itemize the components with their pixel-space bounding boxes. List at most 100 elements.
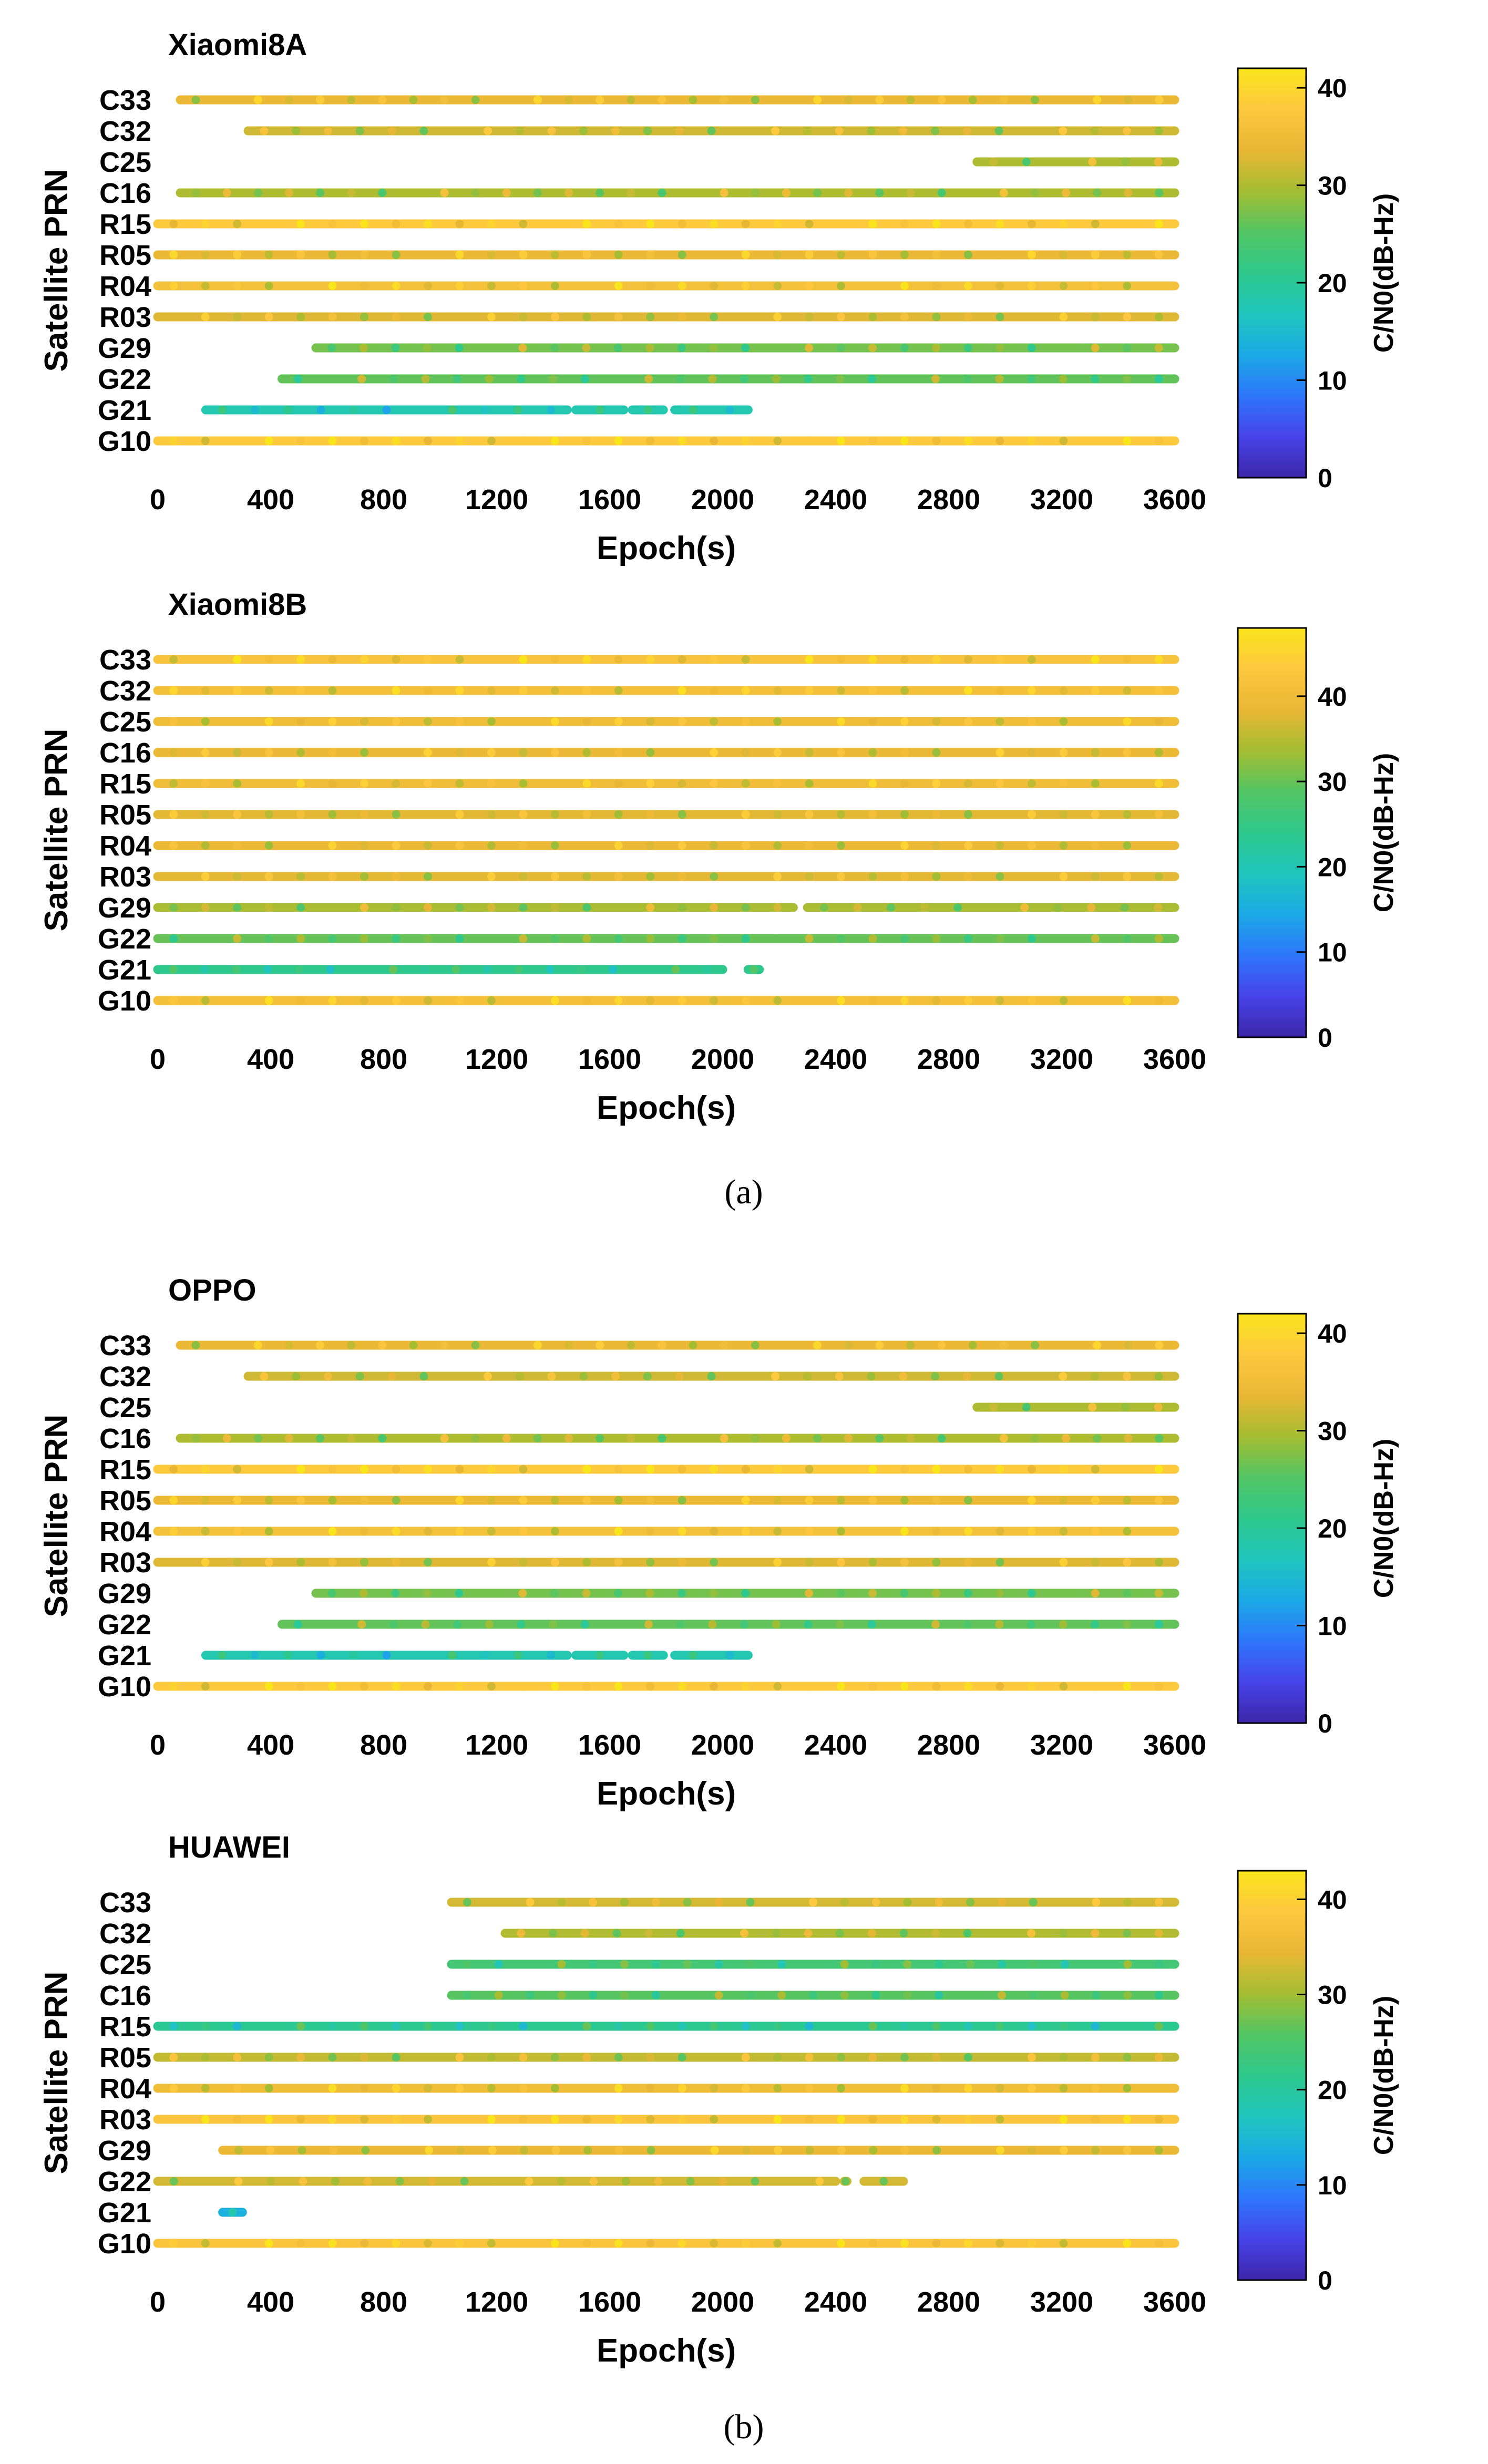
- data-point: [805, 996, 814, 1005]
- data-point: [1027, 127, 1035, 135]
- data-point: [645, 344, 654, 352]
- data-point: [251, 406, 260, 414]
- data-point: [710, 251, 719, 259]
- data-point: [169, 437, 178, 445]
- data-point: [296, 437, 305, 445]
- data-point: [963, 1620, 972, 1628]
- data-point: [361, 2146, 370, 2154]
- data-point: [932, 717, 941, 726]
- data-point: [805, 2084, 814, 2092]
- data-point: [526, 1898, 535, 1906]
- data-point: [550, 686, 559, 695]
- colorbar: [1237, 1313, 1307, 1724]
- data-point: [782, 1341, 791, 1349]
- data-point: [549, 1929, 558, 1937]
- data-point: [201, 686, 210, 695]
- data-point: [963, 1496, 972, 1504]
- x-tick-label: 2400: [804, 484, 867, 516]
- data-point: [582, 1589, 591, 1597]
- data-point: [1123, 1558, 1132, 1566]
- data-point: [201, 220, 210, 228]
- data-point: [989, 158, 998, 166]
- x-tick-label: 1200: [465, 2286, 528, 2318]
- data-point: [423, 1496, 432, 1504]
- data-point: [233, 934, 242, 943]
- data-point: [582, 1496, 591, 1504]
- data-point: [169, 655, 178, 664]
- data-point: [1093, 1434, 1102, 1442]
- data-point: [963, 1527, 972, 1535]
- data-point: [837, 282, 846, 290]
- data-point: [349, 406, 358, 414]
- colorbar-tick-label: 30: [1318, 1417, 1347, 1446]
- data-point: [887, 903, 896, 912]
- data-point: [996, 655, 1004, 664]
- data-point: [328, 996, 337, 1005]
- data-point: [627, 96, 635, 104]
- data-point: [234, 2177, 243, 2185]
- data-point: [201, 996, 210, 1005]
- data-point: [423, 313, 432, 321]
- data-point: [549, 375, 558, 383]
- data-point: [169, 686, 178, 695]
- data-point: [296, 1496, 305, 1504]
- data-point: [582, 1558, 591, 1566]
- data-point: [646, 2053, 655, 2061]
- data-point: [1091, 2053, 1100, 2061]
- data-point: [233, 841, 242, 850]
- data-point: [837, 1527, 846, 1535]
- data-point: [487, 1496, 496, 1504]
- data-point: [1123, 313, 1132, 321]
- x-tick-label: 0: [150, 2286, 166, 2318]
- data-point: [1059, 2022, 1068, 2030]
- x-tick-label: 0: [150, 1729, 166, 1761]
- data-point: [741, 872, 750, 881]
- data-point: [487, 2084, 496, 2092]
- data-point: [996, 1558, 1004, 1566]
- data-point: [596, 96, 604, 104]
- data-point: [805, 934, 814, 943]
- y-tick-label: C32: [99, 1361, 151, 1393]
- data-point: [425, 2146, 434, 2154]
- data-point: [1091, 1589, 1100, 1597]
- data-point: [773, 810, 782, 819]
- data-point: [582, 2022, 591, 2030]
- data-point: [963, 872, 972, 881]
- data-point: [996, 344, 1004, 352]
- data-point: [1123, 2239, 1132, 2248]
- data-point: [292, 127, 301, 135]
- data-point: [815, 2177, 824, 2185]
- data-point: [565, 96, 573, 104]
- data-point: [1123, 934, 1132, 943]
- data-point: [1027, 934, 1036, 943]
- data-point: [932, 748, 941, 757]
- data-point: [359, 344, 368, 352]
- data-point: [963, 2084, 972, 2092]
- data-point: [900, 1527, 909, 1535]
- data-point: [868, 1527, 877, 1535]
- data-point: [932, 1527, 941, 1535]
- data-point: [487, 996, 496, 1005]
- data-point: [710, 1682, 719, 1690]
- data-point: [837, 2022, 846, 2030]
- data-point: [741, 748, 750, 757]
- data-point: [1154, 2115, 1163, 2123]
- data-point: [773, 779, 782, 788]
- data-point: [355, 127, 364, 135]
- data-point: [325, 375, 334, 383]
- data-point: [1154, 1403, 1163, 1411]
- data-point: [996, 1682, 1004, 1690]
- data-point: [932, 1589, 941, 1597]
- data-point: [264, 2115, 273, 2123]
- data-point: [868, 779, 877, 788]
- data-point: [487, 437, 496, 445]
- data-point: [773, 313, 782, 321]
- data-point: [596, 1341, 604, 1349]
- data-point: [773, 251, 782, 259]
- data-point: [646, 1682, 655, 1690]
- data-point: [805, 313, 814, 321]
- data-point: [996, 2053, 1004, 2061]
- data-point: [1155, 189, 1164, 197]
- data-point: [1027, 1929, 1036, 1937]
- data-point: [296, 1527, 305, 1535]
